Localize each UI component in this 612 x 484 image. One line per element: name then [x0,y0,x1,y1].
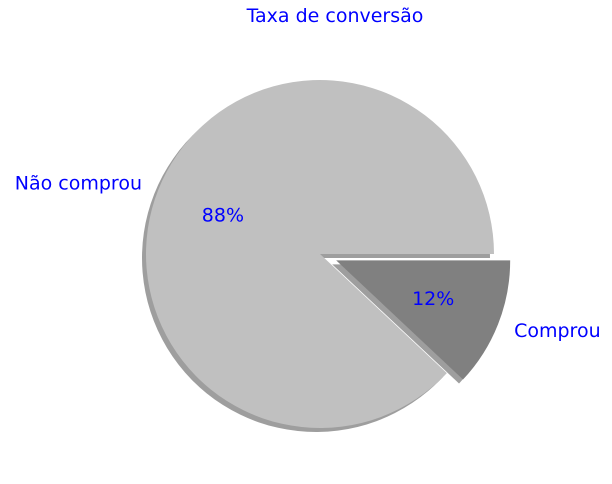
slice-label-comprou: Comprou [514,320,601,342]
chart-title: Taxa de conversão [246,5,424,27]
slice-percent-comprou: 12% [412,288,454,310]
pie-slices [145,79,511,428]
slice-comprou [336,260,511,380]
slice-labels: Comprou 12% Não comprou 88% [15,173,601,342]
slice-nao-comprou [145,79,494,428]
slice-label-nao-comprou: Não comprou [15,173,142,195]
slice-percent-nao-comprou: 88% [202,205,244,227]
